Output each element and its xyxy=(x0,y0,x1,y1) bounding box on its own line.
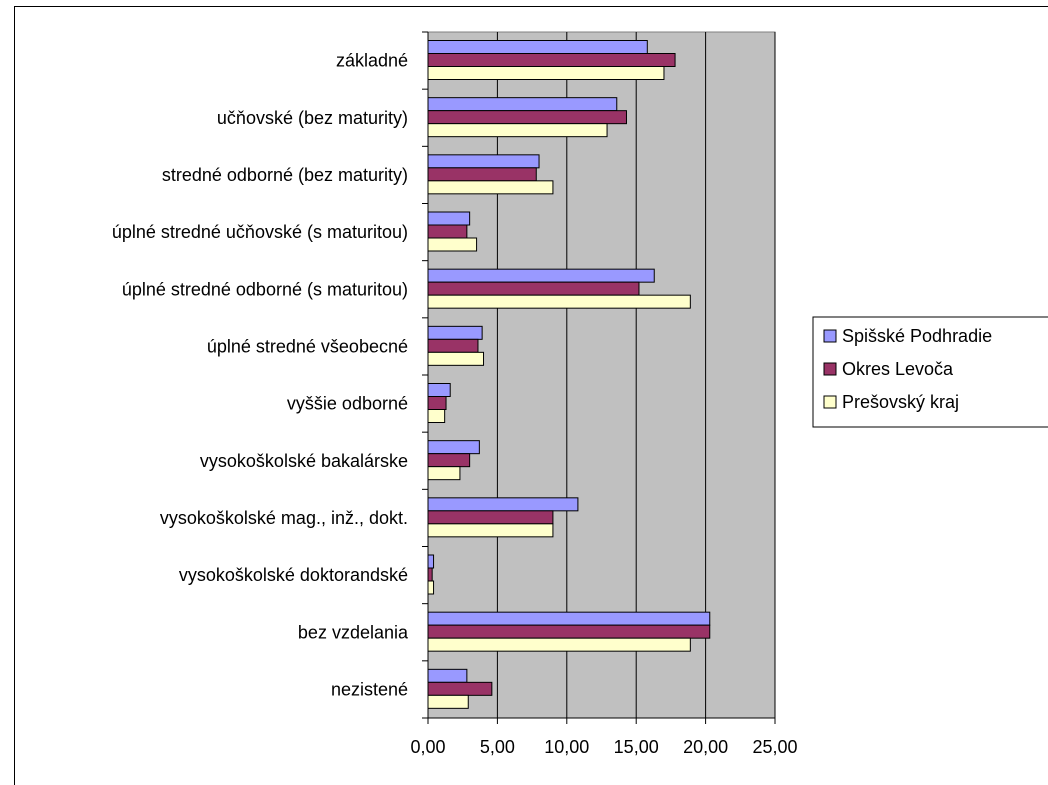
bar xyxy=(427,338,479,353)
bar xyxy=(427,611,711,626)
category-label: vysokoškolské doktorandské xyxy=(179,565,408,585)
legend-swatch xyxy=(823,329,837,343)
x-tick-label: 10,00 xyxy=(544,737,589,757)
bar xyxy=(427,154,540,169)
category-label: bez vzdelania xyxy=(298,622,409,642)
category-label: vysokoškolské mag., inž., dokt. xyxy=(160,508,408,528)
bar xyxy=(427,351,485,366)
bar xyxy=(427,294,691,309)
bar xyxy=(427,396,447,410)
category-label: vysokoškolské bakalárske xyxy=(200,451,408,471)
bar xyxy=(427,440,480,455)
bar xyxy=(427,510,554,525)
bar xyxy=(427,694,469,709)
bar xyxy=(427,53,676,67)
plot-area xyxy=(427,31,776,719)
bar xyxy=(427,497,579,512)
x-tick-label: 0,00 xyxy=(410,737,445,757)
bar xyxy=(427,580,435,595)
bar xyxy=(427,110,627,125)
bar xyxy=(427,409,446,423)
bar xyxy=(427,40,648,54)
bar xyxy=(427,237,478,252)
bar xyxy=(427,637,691,652)
x-tick-label: 15,00 xyxy=(614,737,659,757)
category-label: vyššie odborné xyxy=(287,394,408,414)
bar xyxy=(427,681,493,696)
bar xyxy=(427,211,471,226)
legend-box xyxy=(812,316,1048,428)
category-label: stredné odborné (bez maturity) xyxy=(162,165,408,185)
bar xyxy=(427,567,433,582)
x-tick-label: 25,00 xyxy=(752,737,797,757)
category-label: základné xyxy=(336,51,408,71)
category-label: úplné stredné všeobecné xyxy=(207,336,408,356)
bar xyxy=(427,123,608,138)
bar xyxy=(427,668,468,683)
bar xyxy=(427,466,461,481)
category-label: úplné stredné učňovské (s maturitou) xyxy=(112,222,408,242)
legend-label: Prešovský kraj xyxy=(842,392,959,412)
x-tick-label: 5,00 xyxy=(480,737,515,757)
bar xyxy=(427,268,655,283)
bar xyxy=(427,523,554,538)
bar xyxy=(427,325,483,340)
category-label: nezistené xyxy=(331,679,408,699)
legend-label: Spišské Podhradie xyxy=(842,326,992,346)
legend-swatch xyxy=(823,395,837,409)
bar xyxy=(427,224,468,239)
bar xyxy=(427,383,451,397)
category-label: učňovské (bez maturity) xyxy=(217,108,408,128)
legend-swatch xyxy=(823,362,837,376)
bar xyxy=(427,554,435,569)
legend-label: Okres Levoča xyxy=(842,359,954,379)
x-tick-label: 20,00 xyxy=(683,737,728,757)
bar xyxy=(427,281,640,296)
bar xyxy=(427,167,537,182)
bar xyxy=(427,180,554,195)
bar xyxy=(427,97,618,112)
bar xyxy=(427,66,665,80)
category-label: úplné stredné odborné (s maturitou) xyxy=(122,279,408,299)
bar xyxy=(427,624,711,639)
bar xyxy=(427,453,471,468)
